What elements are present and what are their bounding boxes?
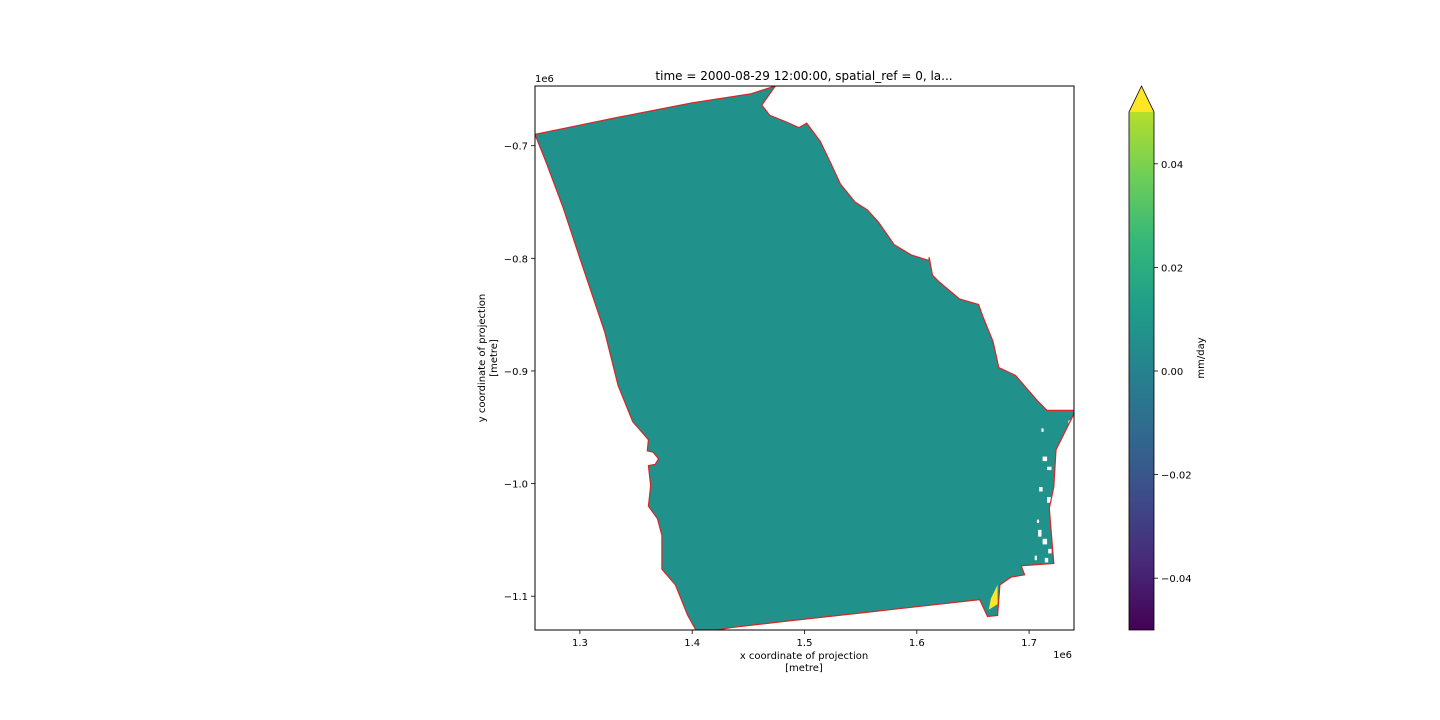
y-offset-label: 1e6 — [535, 74, 554, 85]
y-tick-label: −0.9 — [504, 367, 528, 378]
x-tick-label: 1.5 — [797, 638, 813, 649]
missing-data-patch — [1048, 548, 1052, 554]
colorbar-extend-arrow — [1129, 86, 1154, 112]
plot-area — [535, 86, 1074, 630]
colorbar-tick-label: 0.04 — [1161, 160, 1183, 171]
y-axis-ticks: −0.7 −0.8 −0.9 −1.0 −1.1 — [504, 142, 535, 603]
x-axis-label-unit: [metre] — [785, 663, 823, 674]
colorbar-label: mm/day — [1196, 337, 1207, 378]
y-axis-label-unit: [metre] — [489, 339, 500, 377]
missing-data-patch — [1038, 529, 1042, 537]
high-value-region — [988, 584, 998, 610]
boundary-outline — [535, 86, 1074, 630]
missing-data-patch — [1044, 557, 1049, 563]
missing-data-patch — [1034, 555, 1037, 561]
missing-data-patch — [1042, 456, 1048, 462]
missing-data-patch — [1047, 466, 1052, 471]
colorbar-tick-label: −0.02 — [1161, 471, 1192, 482]
y-tick-label: −1.0 — [504, 480, 528, 491]
x-tick-label: 1.7 — [1021, 638, 1037, 649]
y-axis-label: y coordinate of projection — [477, 294, 488, 422]
chart-title: time = 2000-08-29 12:00:00, spatial_ref … — [655, 69, 952, 83]
missing-data-patch — [1041, 428, 1044, 432]
colorbar-tick-label: 0.02 — [1161, 263, 1183, 274]
colorbar: 0.04 0.02 0.00 −0.02 −0.04 mm/day — [1128, 85, 1207, 631]
colorbar-tick-label: −0.04 — [1161, 574, 1192, 585]
colorbar-outline — [1128, 85, 1155, 631]
y-tick-label: −1.1 — [504, 592, 528, 603]
colorbar-gradient — [1129, 112, 1154, 630]
colorbar-ticks: 0.04 0.02 0.00 −0.02 −0.04 — [1154, 160, 1192, 585]
missing-data-patch — [1042, 538, 1048, 545]
missing-data-patch — [1036, 519, 1040, 523]
colorbar-tick-label: 0.00 — [1161, 367, 1183, 378]
x-axis-ticks: 1.3 1.4 1.5 1.6 1.7 — [572, 630, 1037, 649]
y-tick-label: −0.7 — [504, 142, 528, 153]
missing-data-patch — [1039, 487, 1043, 492]
x-axis-label: x coordinate of projection — [740, 651, 868, 662]
x-tick-label: 1.4 — [684, 638, 700, 649]
x-tick-label: 1.6 — [909, 638, 925, 649]
missing-data-patch — [1047, 497, 1052, 503]
map-data-region — [535, 86, 1074, 630]
y-tick-label: −0.8 — [504, 254, 528, 265]
x-tick-label: 1.3 — [572, 638, 588, 649]
x-offset-label: 1e6 — [1053, 650, 1072, 661]
